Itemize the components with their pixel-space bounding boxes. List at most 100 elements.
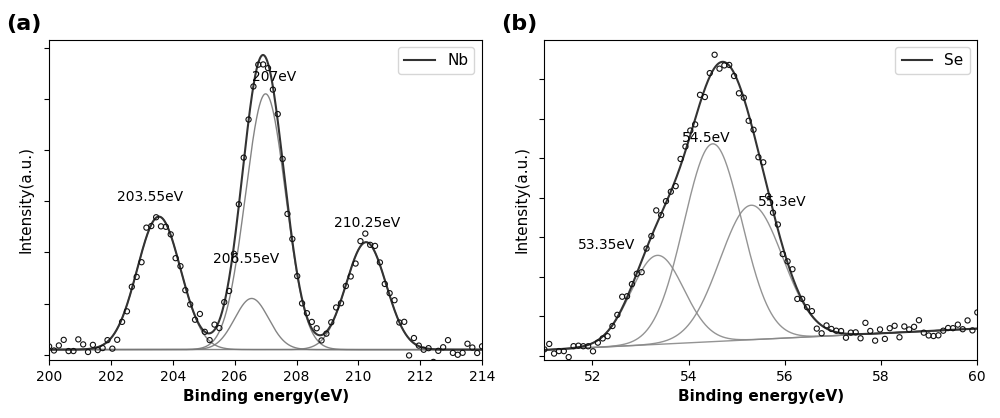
Point — [459, 340, 475, 347]
Point — [746, 126, 762, 133]
Point — [731, 90, 747, 97]
Point — [750, 154, 766, 161]
Point — [163, 231, 179, 238]
Point — [711, 65, 727, 72]
Point — [284, 236, 300, 242]
Point — [294, 300, 310, 307]
Point — [872, 326, 888, 333]
Point — [474, 343, 490, 350]
Point — [940, 325, 956, 331]
Point — [114, 319, 130, 325]
Point — [950, 321, 966, 328]
Point — [673, 155, 689, 162]
Point — [541, 341, 557, 347]
Point — [435, 344, 451, 351]
Point — [546, 350, 562, 357]
Point — [643, 233, 659, 240]
Point — [216, 299, 232, 306]
Point — [124, 283, 140, 290]
Point — [95, 345, 111, 352]
Point — [85, 342, 101, 348]
Point — [575, 343, 591, 349]
Point — [648, 207, 664, 214]
Point — [935, 327, 951, 334]
Point — [61, 348, 77, 354]
Legend: Se: Se — [895, 47, 970, 74]
Point — [702, 70, 718, 76]
Point — [833, 328, 849, 334]
Point — [687, 121, 703, 128]
Point — [809, 325, 825, 332]
Point — [197, 329, 213, 335]
Point — [741, 117, 757, 124]
Point — [600, 333, 616, 339]
Point — [265, 86, 281, 93]
Point — [955, 326, 971, 333]
Point — [90, 347, 106, 354]
Point — [299, 310, 315, 316]
Text: 203.55eV: 203.55eV — [117, 190, 183, 204]
Point — [716, 62, 732, 69]
Point — [104, 345, 120, 352]
Text: (a): (a) — [6, 14, 41, 34]
Point — [570, 342, 586, 349]
Text: 210.25eV: 210.25eV — [334, 216, 400, 230]
Point — [887, 322, 903, 329]
Point — [639, 245, 655, 252]
Point — [784, 266, 800, 273]
Point — [134, 259, 150, 265]
Point — [421, 345, 437, 352]
Point — [818, 322, 834, 329]
Point — [624, 281, 640, 288]
Point — [561, 354, 577, 360]
Point — [794, 296, 810, 302]
Point — [926, 333, 942, 339]
Point — [289, 273, 305, 280]
Point — [692, 92, 708, 98]
Point — [969, 309, 985, 316]
Point — [614, 293, 630, 300]
Point — [814, 330, 830, 336]
Point — [343, 273, 359, 280]
Point — [450, 352, 466, 358]
Point — [609, 311, 625, 318]
Point — [70, 336, 86, 343]
Point — [551, 348, 567, 354]
Point — [658, 198, 674, 204]
Point — [780, 258, 796, 265]
Point — [411, 342, 427, 349]
Point — [668, 183, 684, 189]
Point — [333, 300, 349, 306]
Point — [221, 288, 237, 294]
Point — [921, 332, 937, 339]
Point — [823, 326, 839, 332]
Point — [382, 290, 398, 296]
Point — [65, 348, 81, 354]
Point — [396, 319, 412, 325]
Point — [318, 330, 334, 337]
Point — [109, 336, 125, 343]
Point — [211, 325, 227, 331]
Point — [789, 296, 805, 302]
Point — [536, 346, 552, 353]
Point — [469, 349, 485, 356]
Point — [129, 273, 145, 280]
Point — [46, 347, 62, 354]
Point — [279, 211, 295, 217]
Point — [377, 280, 393, 287]
Point — [580, 343, 596, 349]
Point — [945, 325, 961, 331]
Text: 55.3eV: 55.3eV — [758, 194, 807, 209]
Point — [964, 327, 980, 334]
Point — [172, 263, 188, 270]
Point — [770, 221, 786, 228]
Point — [158, 224, 174, 230]
Point — [406, 335, 422, 342]
Point — [595, 335, 611, 342]
Point — [906, 324, 922, 330]
Point — [556, 348, 572, 354]
Point — [372, 259, 388, 266]
Point — [877, 336, 893, 342]
Point — [236, 154, 252, 161]
Point — [177, 287, 193, 293]
